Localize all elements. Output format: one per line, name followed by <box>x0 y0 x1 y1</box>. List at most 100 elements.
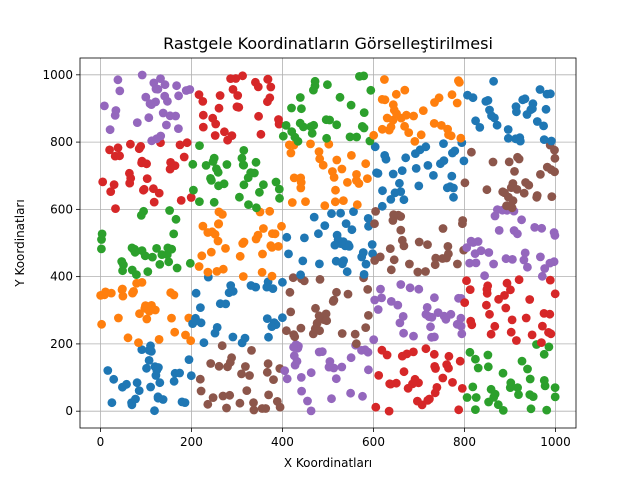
scatter-point <box>117 285 127 295</box>
scatter-point <box>132 118 142 127</box>
scatter-point <box>377 345 387 355</box>
scatter-point <box>179 152 189 162</box>
scatter-point <box>550 167 559 177</box>
scatter-point <box>155 378 165 388</box>
scatter-point <box>105 145 114 155</box>
scatter-point <box>186 336 196 346</box>
scatter-point <box>503 133 513 143</box>
scatter-point <box>344 242 354 251</box>
scatter-point <box>386 122 396 132</box>
scatter-point <box>528 104 537 114</box>
scatter-point <box>153 84 163 94</box>
scatter-point <box>196 318 206 328</box>
scatter-point <box>359 270 369 279</box>
scatter-point <box>306 406 316 416</box>
scatter-point <box>218 391 228 401</box>
scatter-point <box>325 357 335 366</box>
scatter-point <box>296 270 305 280</box>
scatter-point <box>255 187 264 197</box>
scatter-point <box>401 153 411 163</box>
scatter-point <box>265 206 275 216</box>
scatter-point <box>274 184 284 194</box>
scatter-point <box>487 111 496 121</box>
scatter-point <box>455 356 465 366</box>
scatter-point <box>460 178 470 188</box>
y-tick-label: 200 <box>50 337 73 351</box>
scatter-point <box>537 338 546 347</box>
scatter-point <box>339 196 348 206</box>
scatter-point <box>253 230 263 240</box>
scatter-point <box>206 247 216 257</box>
scatter-point <box>429 119 439 128</box>
scatter-point <box>352 339 361 349</box>
scatter-point <box>542 405 552 415</box>
scatter-point <box>527 330 537 340</box>
scatter-point <box>221 299 231 309</box>
scatter-point <box>337 329 347 338</box>
scatter-point <box>226 281 236 290</box>
scatter-point <box>416 130 426 140</box>
scatter-point <box>537 223 547 233</box>
scatter-point <box>257 267 267 277</box>
scatter-point <box>107 398 117 408</box>
scatter-point <box>274 115 283 124</box>
scatter-point <box>446 309 456 319</box>
scatter-point <box>142 314 152 324</box>
scatter-point <box>287 127 297 136</box>
scatter-point <box>203 267 213 277</box>
scatter-point <box>208 393 218 402</box>
scatter-point <box>388 115 398 125</box>
scatter-point <box>493 400 503 410</box>
scatter-point <box>263 97 272 107</box>
scatter-point <box>519 188 529 198</box>
scatter-point <box>402 110 411 120</box>
scatter-point <box>275 193 284 203</box>
scatter-point <box>278 313 287 323</box>
scatter-point <box>289 173 299 183</box>
scatter-point <box>550 383 560 392</box>
scatter-point <box>395 178 404 188</box>
scatter-point <box>463 90 472 100</box>
scatter-point <box>398 312 408 321</box>
scatter-point <box>462 393 472 402</box>
scatter-point <box>212 267 222 276</box>
scatter-point <box>342 267 352 277</box>
scatter-point <box>482 185 492 195</box>
scatter-point <box>227 131 237 141</box>
scatter-point <box>134 338 143 347</box>
scatter-point <box>442 183 452 193</box>
scatter-point <box>259 180 268 190</box>
scatter-point <box>278 131 288 141</box>
scatter-point <box>298 256 308 266</box>
scatter-point <box>544 328 553 337</box>
scatter-point <box>239 180 249 190</box>
scatter-point <box>539 121 548 131</box>
scatter-point <box>485 309 494 319</box>
scatter-point <box>444 363 453 373</box>
scatter-point <box>137 70 147 80</box>
scatter-point <box>481 97 491 106</box>
scatter-point <box>508 255 517 264</box>
scatter-point <box>174 124 183 133</box>
scatter-point <box>237 153 247 163</box>
scatter-point <box>476 246 486 256</box>
scatter-point <box>122 379 131 389</box>
scatter-point <box>343 289 353 299</box>
scatter-point <box>135 309 144 319</box>
scatter-point <box>438 254 447 263</box>
scatter-point <box>314 347 324 357</box>
scatter-point <box>214 219 224 229</box>
scatter-point <box>321 309 331 319</box>
scatter-point <box>471 393 481 402</box>
scatter-point <box>347 151 356 160</box>
scatter-point <box>145 99 155 109</box>
scatter-point <box>198 221 208 231</box>
scatter-point <box>539 135 549 145</box>
scatter-point <box>336 208 345 218</box>
scatter-point <box>296 373 306 382</box>
scatter-point <box>513 383 522 392</box>
scatter-point <box>364 365 373 375</box>
scatter-point <box>359 108 369 117</box>
x-tick-label: 0 <box>97 435 105 449</box>
